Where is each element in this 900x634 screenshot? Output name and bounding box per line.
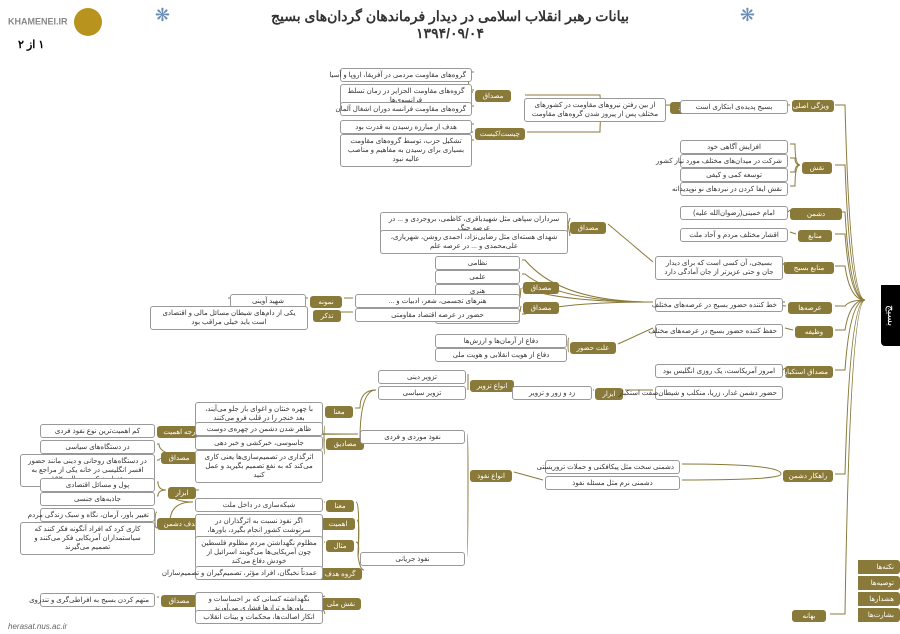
tag-node: تذکر <box>313 310 341 322</box>
content-node: شبکه‌سازی در داخل ملت <box>195 498 323 512</box>
tab-warnings: هشدارها <box>858 592 900 606</box>
tag-node: انواع تزویر <box>470 380 514 392</box>
content-node: کم اهمیت‌ترین نوع نفوذ فردی <box>40 424 155 438</box>
content-node: دشمنی نرم مثل مسئله نفوذ <box>545 476 680 490</box>
tab-notes: نکته‌ها <box>858 560 900 574</box>
content-node: تشکیل حزب، توسط گروه‌های مقاومت بسیاری ب… <box>340 134 472 167</box>
content-node: زد و زور و تزویر <box>512 386 592 400</box>
bottom-tabs: نکته‌ها توصیه‌ها هشدارها بشارت‌ها <box>858 560 900 624</box>
tag-node: مصداق <box>161 452 197 464</box>
tag-node: مصداق <box>523 302 559 314</box>
tag-node: نمونه <box>310 296 342 308</box>
content-node: توسعه کمی و کیفی <box>680 168 788 182</box>
content-node: شرکت در میدان‌های مختلف مورد نیاز کشور <box>680 154 788 168</box>
content-node: بسیج پدیده‌ی ابتکاری است <box>680 100 788 114</box>
content-node: نفوذ موردی و فردی <box>360 430 465 444</box>
content-node: تزویر دینی <box>378 370 466 384</box>
tag-node: مصادیق <box>326 438 364 450</box>
tag-node: نقش ملی <box>321 598 361 610</box>
content-node: خط کننده‌ حضور بسیج در عرصه‌های مختلف <box>655 298 783 312</box>
tag-node: ویژگی اصلی <box>792 100 834 112</box>
tag-node: نقش <box>802 162 832 174</box>
content-node: دفاع از هویت انقلابی و هویت ملی <box>435 348 567 362</box>
content-node: ظاهر شدن دشمن در چهره‌ی دوست <box>195 422 323 436</box>
tag-node: معنا <box>326 500 354 512</box>
tag-node: عرصه‌ها <box>788 302 832 314</box>
tag-node: بهانه <box>792 610 826 622</box>
content-node: دفاع از آرمان‌ها و ارزش‌ها <box>435 334 567 348</box>
tag-node: چیست/کیست <box>475 128 525 140</box>
tab-tidings: بشارت‌ها <box>858 608 900 622</box>
content-node: حفظ کننده حضور بسیج در عرصه‌های مختلف <box>655 324 783 338</box>
content-node: مظلوم نگهداشتن مردم مظلوم فلسطین چون آمر… <box>195 536 323 569</box>
decoration-left: ❋ <box>145 5 170 30</box>
tag-node: منابع بسیج <box>784 262 834 274</box>
content-node: نظامی <box>435 256 520 270</box>
site-logo: KHAMENEI.IR <box>8 8 102 36</box>
root-node: بسیج <box>881 285 900 346</box>
content-node: حضور دشمن غدار، زریا، منکلب و شیطان‌صفت … <box>655 386 783 400</box>
tag-node: منابع <box>798 230 832 242</box>
tag-node: اهمیت <box>321 518 355 530</box>
title-date: ۱۳۹۴/۰۹/۰۴ <box>0 25 900 42</box>
tag-node: مصداق <box>161 595 197 607</box>
content-node: متهم کردن بسیج به افراطی‌گری و تندروی <box>40 593 155 607</box>
tag-node: مثال <box>326 540 354 552</box>
page-number: ۱ از ۲ <box>18 38 44 51</box>
content-node: تغییر باور، آرمان، نگاه و سبک زندگی مردم <box>40 508 155 522</box>
page-title: بیانات رهبر انقلاب اسلامی در دیدار فرمان… <box>0 0 900 46</box>
tag-node: ابزار <box>168 487 196 499</box>
content-node: جاذبه‌های جنسی <box>40 492 155 506</box>
tag-node: گروه هدف <box>318 568 362 580</box>
content-node: جاسوسی، خبرکشی و خبر دهی <box>195 436 323 450</box>
content-node: هدف از مبارزه رسیدن به قدرت بود <box>340 120 472 134</box>
content-node: یکی از دام‌های شیطان مسائل مالی و اقتصاد… <box>150 306 308 330</box>
content-node: اقشار مختلف مردم و آحاد ملت <box>680 228 788 242</box>
tag-node: معنا <box>325 406 353 418</box>
content-node: افزایش آگاهی خود <box>680 140 788 154</box>
tag-node: مصداق استکبار <box>785 366 833 378</box>
content-node: شهدای هسته‌ای مثل رضایی‌نژاد، احمدی روشن… <box>380 230 568 254</box>
tag-node: مصداق <box>523 282 559 294</box>
tag-node: علت حضور <box>570 342 616 354</box>
footer-url: herasat.nus.ac.ir <box>8 622 67 631</box>
content-node: گروه‌های مقاومت فرانسه دوران اشغال آلمان <box>340 102 472 116</box>
content-node: هنرهای تجسمی، شعر، ادبیات و ... <box>355 294 520 308</box>
content-node: در دستگاه‌های سیاسی <box>40 440 155 454</box>
logo-badge-icon <box>74 8 102 36</box>
content-node: علمی <box>435 270 520 284</box>
content-node: نقش ایفا کردن در نبردهای نو نوپدیدانه <box>680 182 788 196</box>
content-node: عمدتاً نخبگان، افراد مؤثر، تصمیم‌گیران و… <box>195 566 323 580</box>
tag-node: دشمن <box>790 208 842 220</box>
tag-node: وظیفه <box>795 326 833 338</box>
content-node: تزویر سیاسی <box>378 386 466 400</box>
content-node: بسیجی، آن کسی است که برای دیدار جان و حت… <box>655 256 783 280</box>
content-node: پول و مسائل اقتصادی <box>40 478 155 492</box>
content-node: نفوذ جریانی <box>360 552 465 566</box>
content-node: اثرگذاری در تصمیم‌سازی‌ها یعنی کاری می‌ک… <box>195 450 323 483</box>
content-node: حضور در عرصه اقتصاد مقاومتی <box>355 308 520 322</box>
tag-node: مصداق <box>570 222 606 234</box>
logo-text: KHAMENEI.IR <box>8 16 68 26</box>
content-node: دشمنی سخت مثل پیکافکنی و حملات تروریستی <box>545 460 680 474</box>
content-node: گروه‌های مقاومت مردمی در آفریقا، اروپا و… <box>340 68 472 82</box>
content-node: از بین رفتن نیروهای مقاومت در کشورهای مخ… <box>524 98 666 122</box>
tab-advice: توصیه‌ها <box>858 576 900 590</box>
content-node: انکار اصالت‌ها، محکمات و بینات انقلاب <box>195 610 323 624</box>
tag-node: مصداق <box>475 90 511 102</box>
decoration-right: ❋ <box>730 5 755 30</box>
content-node: امام خمینی(رضوان‌الله علیه) <box>680 206 788 220</box>
content-node: امروز آمریکاست، یک روزی انگلیس بود <box>655 364 783 378</box>
tag-node: راهکار دشمن <box>783 470 833 482</box>
tag-node: انواع نفوذ <box>470 470 512 482</box>
title-text: بیانات رهبر انقلاب اسلامی در دیدار فرمان… <box>0 8 900 25</box>
content-node: کاری کرد که افراد آنگونه فکر کنند که سیا… <box>20 522 155 555</box>
